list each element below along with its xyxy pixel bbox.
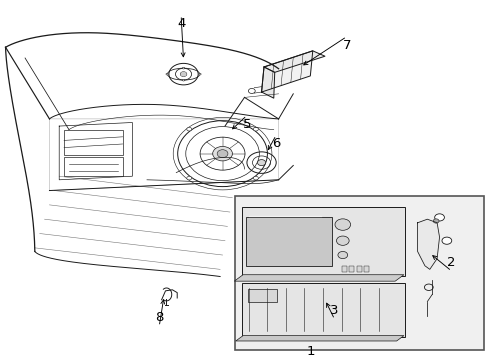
- Circle shape: [165, 73, 168, 75]
- Circle shape: [337, 251, 347, 258]
- Polygon shape: [234, 275, 403, 281]
- Text: 7: 7: [342, 39, 350, 52]
- FancyBboxPatch shape: [241, 283, 405, 337]
- Polygon shape: [235, 336, 403, 341]
- Polygon shape: [417, 219, 439, 269]
- FancyBboxPatch shape: [247, 289, 277, 302]
- Circle shape: [212, 147, 232, 161]
- FancyBboxPatch shape: [64, 157, 122, 176]
- FancyBboxPatch shape: [348, 266, 353, 272]
- Text: 4: 4: [177, 18, 185, 31]
- Circle shape: [217, 150, 227, 158]
- Circle shape: [441, 237, 451, 244]
- Text: 2: 2: [447, 256, 455, 269]
- FancyBboxPatch shape: [356, 266, 361, 272]
- Circle shape: [434, 214, 444, 221]
- Text: 6: 6: [271, 138, 280, 150]
- Circle shape: [182, 79, 184, 81]
- Circle shape: [253, 127, 258, 131]
- FancyBboxPatch shape: [363, 266, 368, 272]
- Polygon shape: [264, 51, 325, 72]
- Circle shape: [198, 73, 201, 75]
- Circle shape: [182, 67, 184, 69]
- Circle shape: [334, 219, 350, 230]
- Polygon shape: [261, 51, 312, 92]
- Circle shape: [257, 159, 265, 166]
- FancyBboxPatch shape: [241, 207, 405, 276]
- Circle shape: [181, 72, 185, 76]
- Circle shape: [186, 176, 191, 180]
- FancyBboxPatch shape: [64, 130, 122, 155]
- Polygon shape: [261, 67, 274, 98]
- FancyBboxPatch shape: [234, 195, 483, 350]
- FancyBboxPatch shape: [245, 217, 331, 266]
- Circle shape: [253, 176, 258, 180]
- Circle shape: [432, 219, 438, 223]
- Text: 5: 5: [242, 118, 251, 131]
- Text: 3: 3: [330, 304, 338, 317]
- Circle shape: [336, 236, 348, 246]
- Text: 1: 1: [305, 345, 314, 357]
- FancyBboxPatch shape: [341, 266, 346, 272]
- Circle shape: [186, 127, 191, 131]
- Text: 8: 8: [155, 311, 163, 324]
